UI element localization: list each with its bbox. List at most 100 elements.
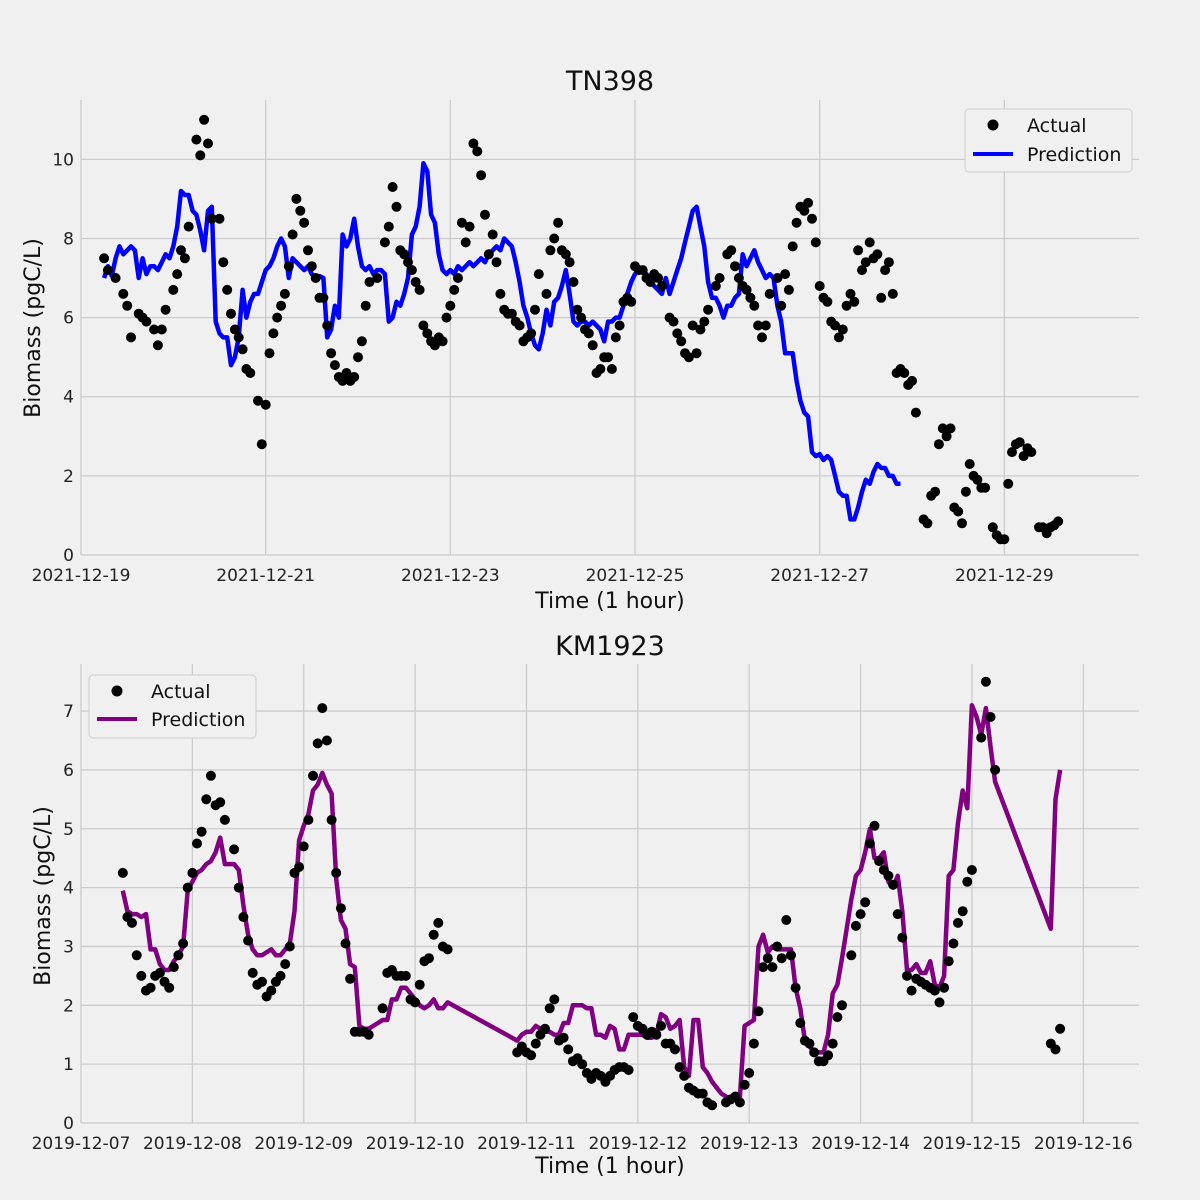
data-point-actual xyxy=(295,205,306,216)
data-point-actual xyxy=(830,320,841,331)
data-point-actual xyxy=(899,368,910,378)
data-point-actual xyxy=(776,300,787,311)
data-point-actual xyxy=(764,288,775,299)
data-point-actual xyxy=(275,970,286,981)
data-point-actual xyxy=(480,209,490,220)
data-point-actual xyxy=(526,328,537,339)
data-point-actual xyxy=(860,257,871,268)
data-point-actual xyxy=(308,770,318,781)
legend: Actual Prediction xyxy=(964,108,1133,173)
data-point-actual xyxy=(260,399,271,410)
data-point-actual xyxy=(930,486,941,497)
data-point-actual xyxy=(168,284,179,295)
data-point-actual xyxy=(558,1032,569,1043)
data-point-actual xyxy=(303,814,314,825)
data-point-actual xyxy=(214,213,225,224)
data-point-actual xyxy=(670,1044,680,1055)
data-point-actual xyxy=(264,348,275,359)
data-point-actual xyxy=(266,985,277,996)
data-point-actual xyxy=(363,1029,374,1040)
data-point-actual xyxy=(238,912,249,922)
data-point-actual xyxy=(922,518,933,529)
data-point-actual xyxy=(272,312,283,323)
data-point-actual xyxy=(656,1020,666,1031)
data-point-actual xyxy=(256,439,267,450)
data-point-actual xyxy=(483,249,494,260)
data-point-actual xyxy=(874,856,885,867)
data-point-actual xyxy=(910,407,921,418)
data-point-actual xyxy=(999,534,1010,545)
data-point-actual xyxy=(410,277,421,287)
data-point-actual xyxy=(791,217,802,228)
data-point-actual xyxy=(280,959,291,970)
data-point-actual xyxy=(353,352,363,363)
data-point-actual xyxy=(403,257,413,268)
data-point-actual xyxy=(939,982,950,993)
data-point-actual xyxy=(603,352,614,363)
data-point-actual xyxy=(837,324,848,335)
data-point-actual xyxy=(757,332,767,343)
y-tick-label: 7 xyxy=(63,702,74,722)
data-point-actual xyxy=(614,320,625,331)
data-point-actual xyxy=(321,735,332,746)
data-point-actual xyxy=(883,257,894,268)
y-tick-label: 10 xyxy=(52,150,74,170)
legend-frame xyxy=(964,108,1133,173)
data-point-actual xyxy=(102,265,113,276)
data-point-actual xyxy=(172,269,183,280)
x-tick-label: 2019-12-12 xyxy=(588,1134,687,1154)
data-point-actual xyxy=(906,985,917,996)
data-point-actual xyxy=(460,237,471,248)
data-point-actual xyxy=(487,229,498,240)
data-point-actual xyxy=(787,241,798,252)
data-point-actual xyxy=(887,288,898,299)
data-point-actual xyxy=(219,814,230,825)
data-point-actual xyxy=(206,213,217,224)
data-point-actual xyxy=(379,237,390,248)
data-point-actual xyxy=(953,917,963,928)
chart-title: TN398 xyxy=(565,66,654,97)
data-point-actual xyxy=(203,138,213,149)
data-point-actual xyxy=(753,1006,764,1017)
data-point-actual xyxy=(786,950,796,961)
data-point-actual xyxy=(441,312,452,323)
data-point-actual xyxy=(957,906,968,917)
x-tick-label: 2021-12-29 xyxy=(955,566,1054,586)
data-point-actual xyxy=(126,332,136,343)
data-point-actual xyxy=(572,304,583,315)
data-point-actual xyxy=(668,316,679,327)
data-point-actual xyxy=(530,1038,541,1049)
data-point-actual xyxy=(429,340,440,351)
data-point-actual xyxy=(783,284,794,295)
data-point-actual xyxy=(941,431,952,442)
data-point-actual xyxy=(418,320,429,331)
data-point-actual xyxy=(748,1038,759,1049)
data-point-actual xyxy=(833,332,844,343)
legend-label-prediction: Prediction xyxy=(1027,144,1121,166)
data-point-actual xyxy=(233,332,244,343)
data-point-actual xyxy=(506,308,517,319)
data-point-actual xyxy=(962,876,973,887)
legend-label-actual: Actual xyxy=(151,681,211,703)
data-point-actual xyxy=(707,1100,718,1111)
data-point-actual xyxy=(414,284,425,295)
data-point-actual xyxy=(814,281,825,291)
grid xyxy=(80,100,1139,556)
data-point-actual xyxy=(257,976,267,987)
data-point-actual xyxy=(268,328,279,339)
chart-title: KM1923 xyxy=(555,631,665,662)
y-tick-label: 8 xyxy=(63,229,74,249)
data-point-actual xyxy=(772,941,783,952)
data-point-actual xyxy=(326,814,337,825)
data-point-actual xyxy=(491,257,502,268)
data-point-actual xyxy=(1053,516,1064,527)
data-point-actual xyxy=(127,917,137,928)
x-tick-label: 2021-12-25 xyxy=(586,566,685,586)
data-point-actual xyxy=(687,320,698,331)
data-point-actual xyxy=(807,213,817,224)
data-point-actual xyxy=(695,324,706,335)
y-tick-label: 0 xyxy=(63,1114,74,1134)
x-tick-label: 2021-12-23 xyxy=(401,566,500,586)
data-point-actual xyxy=(149,324,160,335)
